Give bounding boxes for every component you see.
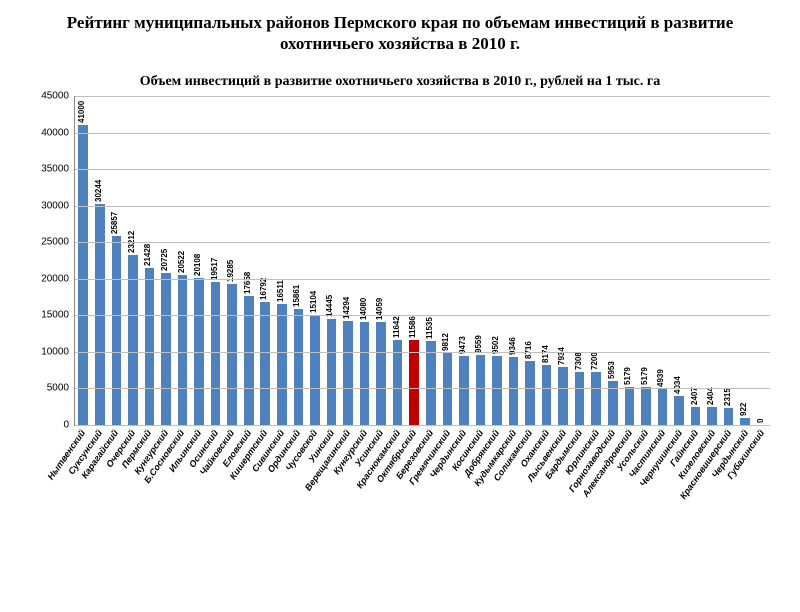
bar: 8174: [542, 365, 552, 425]
bar: 19285: [227, 284, 237, 425]
gridline: [75, 206, 770, 207]
bar-value-label: 15104: [309, 290, 318, 312]
gridline: [75, 315, 770, 316]
bar-value-label: 14080: [359, 298, 368, 320]
bar-value-label: 7308: [574, 352, 583, 370]
bar: 15861: [294, 309, 304, 425]
y-tick-label: 30000: [41, 200, 75, 211]
bar: 7934: [558, 367, 568, 425]
bar: 14445: [327, 319, 337, 425]
bar: 20522: [178, 275, 188, 425]
bar-value-label: 25857: [110, 212, 119, 234]
y-tick-label: 40000: [41, 127, 75, 138]
bar-value-label: 15861: [292, 285, 301, 307]
bar-value-label: 20108: [193, 254, 202, 276]
bar-value-label: 4034: [673, 376, 682, 394]
bar: 16511: [277, 304, 287, 425]
bar: 2407: [691, 407, 701, 425]
bar-value-label: 14059: [375, 298, 384, 320]
bar-value-label: 4939: [656, 369, 665, 387]
bar-value-label: 9502: [491, 336, 500, 354]
x-axis-labels: НытвенскийСуксунскийКарагайскийОчерскийП…: [74, 426, 770, 536]
bar: 4034: [674, 396, 684, 425]
bar: 15104: [310, 315, 320, 425]
gridline: [75, 96, 770, 97]
bar-value-label: 7934: [557, 347, 566, 365]
bar-value-label: 2404: [706, 388, 715, 406]
bar: 5179: [641, 387, 651, 425]
bar: 7308: [575, 372, 585, 425]
gridline: [75, 388, 770, 389]
bar: 11535: [426, 341, 436, 425]
bar: 19517: [211, 282, 221, 425]
bar: 14080: [360, 322, 370, 425]
bar: 922: [740, 418, 750, 425]
bar: 9559: [476, 355, 486, 425]
bar: 23212: [128, 255, 138, 425]
y-tick-label: 45000: [41, 91, 75, 102]
gridline: [75, 133, 770, 134]
bar: 16792: [260, 302, 270, 425]
bar-value-label: 9812: [441, 333, 450, 351]
bar-value-label: 7200: [590, 353, 599, 371]
bar-value-label: 21428: [143, 244, 152, 266]
bar: 4939: [658, 389, 668, 425]
y-tick-label: 20000: [41, 273, 75, 284]
bar: 14059: [376, 322, 386, 425]
bar-value-label: 9559: [474, 335, 483, 353]
bar-value-label: 20522: [177, 251, 186, 273]
bar-value-label: 5953: [607, 362, 616, 380]
bar-value-label: 8174: [541, 345, 550, 363]
bar: 25857: [112, 236, 122, 425]
bar-value-label: 2315: [723, 388, 732, 406]
y-tick-label: 25000: [41, 237, 75, 248]
bar: 20725: [161, 273, 171, 425]
bar-value-label: 30244: [94, 180, 103, 202]
gridline: [75, 169, 770, 170]
chart-container: 41000 30244 25857 23212 21428 20725 20522 20108…: [24, 96, 776, 536]
bar: 9502: [492, 356, 502, 425]
bar-value-label: 17658: [243, 272, 252, 294]
y-tick-label: 35000: [41, 164, 75, 175]
bar: 21428: [145, 268, 155, 425]
bar-value-label: 16511: [276, 280, 285, 302]
plot-area: 41000 30244 25857 23212 21428 20725 20522 20108…: [74, 96, 770, 426]
gridline: [75, 352, 770, 353]
gridline: [75, 279, 770, 280]
bars-layer: 41000 30244 25857 23212 21428 20725 20522 20108…: [75, 96, 770, 425]
page-title: Рейтинг муниципальных районов Пермского …: [40, 12, 760, 55]
bar-value-label: 11586: [408, 316, 417, 338]
bar-value-label: 20725: [160, 249, 169, 271]
y-tick-label: 15000: [41, 310, 75, 321]
bar: 7200: [591, 372, 601, 425]
bar-value-label: 16792: [259, 278, 268, 300]
gridline: [75, 242, 770, 243]
bar-value-label: 11642: [392, 316, 401, 338]
bar-value-label: 19517: [210, 258, 219, 280]
y-tick-label: 5000: [47, 383, 75, 394]
bar: 14294: [343, 321, 353, 426]
bar-value-label: 11535: [425, 317, 434, 339]
bar-value-label: 14445: [325, 295, 334, 317]
y-tick-label: 10000: [41, 346, 75, 357]
bar: 2315: [724, 408, 734, 425]
bar: 8716: [525, 361, 535, 425]
bar: 5179: [625, 387, 635, 425]
chart-title: Объем инвестиций в развитие охотничьего …: [40, 73, 760, 91]
bar: 9473: [459, 356, 469, 425]
bar: 11586: [409, 340, 419, 425]
bar: 9346: [509, 357, 519, 425]
bar: 41000: [78, 125, 88, 425]
bar-value-label: 8716: [524, 341, 533, 359]
bar-value-label: 922: [739, 403, 748, 416]
bar-value-label: 41000: [77, 101, 86, 123]
bar-value-label: 2407: [690, 388, 699, 406]
bar: 2404: [707, 407, 717, 425]
bar-value-label: 0: [756, 419, 765, 423]
bar-value-label: 5179: [640, 367, 649, 385]
bar-value-label: 5179: [623, 367, 632, 385]
